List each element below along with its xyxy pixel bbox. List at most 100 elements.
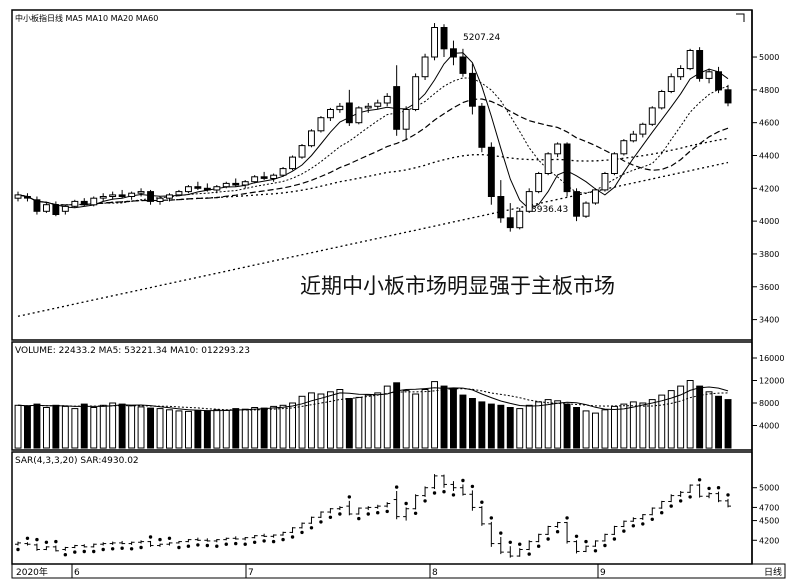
- candle-body: [336, 105, 344, 111]
- candle-body: [203, 187, 211, 191]
- candle-body: [137, 191, 145, 194]
- candle-body: [43, 204, 50, 212]
- candle-body: [450, 48, 457, 58]
- candle-body: [308, 130, 315, 147]
- volume-bar: [525, 404, 533, 449]
- volume-bar: [592, 412, 599, 449]
- candle-body: [118, 194, 126, 197]
- volume-bar: [118, 403, 126, 449]
- candle-body: [156, 197, 164, 202]
- y-tick-label: 4400: [759, 151, 779, 160]
- volume-ma-line: [17, 386, 729, 412]
- candle-body: [260, 176, 268, 179]
- candle-body: [298, 145, 306, 158]
- volume-y-tick-label: 4000: [759, 422, 779, 431]
- sar-dot: [404, 501, 408, 506]
- sar-dot: [73, 550, 77, 554]
- candle-body: [421, 56, 429, 78]
- sar-dot: [177, 545, 181, 550]
- sar-dot: [158, 537, 162, 542]
- sar-dot: [536, 544, 541, 548]
- volume-bar: [99, 404, 107, 449]
- volume-bar: [715, 395, 722, 449]
- candle-body: [213, 186, 221, 191]
- high-label: 5207.24: [463, 33, 500, 43]
- volume-bar: [487, 403, 495, 449]
- volume-bar: [336, 389, 344, 449]
- sar-dot: [309, 526, 314, 530]
- candle-body: [147, 191, 155, 202]
- sar-dot: [442, 490, 446, 494]
- volume-bar: [251, 407, 259, 449]
- sar-dot: [376, 511, 380, 515]
- volume-bar: [308, 392, 315, 449]
- sar-dot: [357, 516, 361, 521]
- sar-dot: [631, 524, 636, 528]
- volume-bar: [345, 398, 353, 449]
- volume-bar: [573, 407, 580, 449]
- volume-y-tick-label: 16000: [759, 354, 784, 363]
- volume-bar: [620, 403, 628, 449]
- volume-header: VOLUME: 22433.2 MA5: 53221.34 MA10: 0122…: [15, 346, 250, 356]
- candle-body: [317, 117, 325, 132]
- volume-bar: [478, 401, 486, 449]
- volume-bar: [24, 405, 31, 449]
- volume-bar: [554, 400, 562, 449]
- candle-body: [24, 196, 31, 199]
- sar-dot: [622, 529, 626, 533]
- sar-dot: [167, 536, 172, 540]
- sar-dot: [716, 486, 721, 490]
- sar-dot: [565, 516, 569, 520]
- x-tick-label: 2020年: [16, 566, 48, 578]
- volume-bar: [185, 410, 192, 449]
- volume-bar: [611, 405, 618, 449]
- volume-bar: [156, 408, 164, 449]
- volume-bar: [686, 380, 694, 449]
- sar-dot: [394, 485, 399, 489]
- candle-body: [222, 182, 230, 188]
- sar-dot: [101, 547, 105, 552]
- candle-body: [383, 95, 391, 104]
- candle-body: [506, 217, 514, 229]
- volume-bar: [563, 403, 571, 449]
- sar-dot: [63, 553, 68, 557]
- ma-line: [17, 137, 729, 206]
- candle-body: [563, 143, 571, 193]
- candle-body: [525, 191, 533, 212]
- sar-dot: [385, 509, 389, 514]
- low-label: 3936.43: [531, 205, 568, 215]
- volume-bar: [194, 409, 202, 449]
- volume-bar: [232, 408, 240, 449]
- candle-body: [241, 181, 249, 186]
- sar-dot: [593, 549, 598, 553]
- price-header: 中小板指日线 MA5 MA10 MA20 MA60: [15, 13, 158, 23]
- candle-body: [345, 102, 353, 124]
- candle-body: [412, 76, 420, 110]
- volume-bar: [402, 390, 410, 449]
- volume-bar: [128, 405, 136, 449]
- y-tick-label: 4200: [759, 184, 779, 193]
- sar-dot: [489, 516, 494, 520]
- candle-body: [686, 50, 694, 70]
- candle-body: [289, 156, 297, 170]
- sar-dot: [641, 522, 645, 526]
- volume-bar: [166, 409, 173, 449]
- sar-dot: [366, 512, 370, 516]
- sar-dot: [44, 540, 49, 544]
- candle-body: [52, 204, 60, 215]
- x-axis-bar: [11, 563, 786, 579]
- candle-body: [592, 189, 599, 204]
- sar-y-tick-label: 4700: [759, 503, 779, 512]
- volume-bar: [705, 391, 713, 449]
- candle-body: [658, 91, 666, 109]
- volume-bar: [648, 399, 656, 449]
- volume-bar: [289, 402, 297, 449]
- corner-marker: [736, 13, 745, 22]
- sar-dot: [196, 543, 200, 547]
- volume-bar: [421, 389, 429, 449]
- sar-y-tick-label: 5000: [759, 484, 779, 493]
- candle-body: [61, 205, 69, 212]
- sar-dot: [110, 547, 115, 551]
- sar-dot: [432, 491, 437, 495]
- x-tick-label: 日线: [764, 566, 782, 578]
